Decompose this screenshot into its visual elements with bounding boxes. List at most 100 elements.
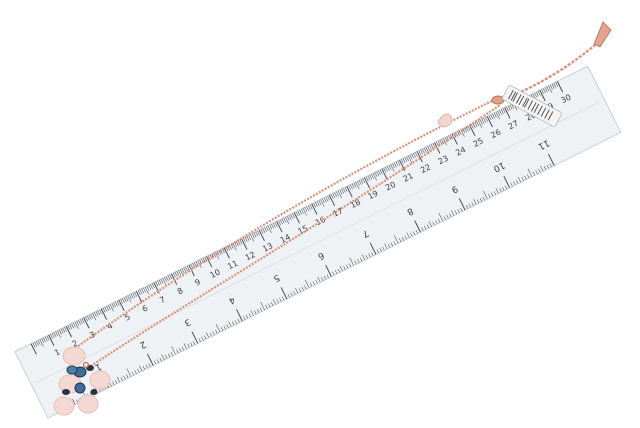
ruler-inch-tick	[147, 353, 154, 366]
ruler-cm-tick	[174, 271, 178, 277]
ruler-cm-tick	[260, 229, 264, 234]
ruler-cm-tick	[176, 271, 180, 276]
ruler-cm-tick	[169, 274, 173, 280]
ruler-cm-tick	[36, 341, 39, 346]
petal	[77, 394, 99, 414]
ruler-cm-label: 5	[123, 312, 132, 322]
ruler-inch-tick	[126, 374, 129, 379]
ruler-cm-tick	[481, 118, 485, 124]
ruler-inch-tick	[254, 310, 257, 315]
ruler-cm-tick	[164, 277, 167, 282]
ruler-inch-tick	[260, 301, 265, 311]
ruler-inch-tick	[361, 254, 366, 261]
ruler-inch-tick	[323, 275, 327, 280]
ruler-inch-tick	[414, 220, 421, 233]
ruler-inch-tick	[401, 236, 405, 241]
ruler-inch-tick	[549, 163, 552, 168]
ruler-inch-tick	[540, 165, 544, 172]
ruler-cm-tick	[267, 225, 272, 233]
ruler-cm-tick	[544, 87, 548, 93]
ruler-cm-tick	[43, 337, 46, 343]
ruler-inch-label: 1	[93, 361, 103, 373]
chain-strand-front	[87, 104, 501, 369]
ruler-inch-tick	[176, 349, 179, 354]
ruler-cm-tick	[244, 236, 248, 242]
ruler-inch-tick	[287, 293, 290, 298]
ruler-cm-tick	[423, 147, 427, 153]
ruler-cm-tick	[336, 191, 339, 197]
ruler-cm-label: 2	[71, 339, 80, 349]
ruler-inch-tick	[236, 309, 243, 322]
ruler-inch-tick	[223, 325, 226, 330]
ruler-cm-tick	[46, 335, 50, 341]
ruler-inch-tick	[276, 299, 279, 304]
ruler-inch-tick	[134, 370, 137, 374]
ruler-cm-tick	[497, 111, 501, 116]
ruler-cm-tick	[350, 184, 353, 190]
ruler-inch-tick	[145, 364, 148, 369]
ruler-cm-tick	[365, 176, 369, 182]
ruler-cm-tick	[269, 224, 273, 230]
ruler-cm-tick	[123, 297, 127, 302]
ruler-cm-tick	[295, 211, 299, 217]
ruler-cm-tick	[243, 237, 246, 243]
ruler-cm-tick	[41, 338, 45, 344]
ruler-cm-tick	[55, 331, 59, 337]
ruler-inch-tick	[538, 168, 541, 173]
ruler-cm-label: 25	[472, 136, 485, 149]
ruler-cm-tick	[185, 266, 188, 272]
ruler-cm-label: 6	[141, 304, 150, 314]
ruler-cm-tick	[302, 208, 307, 216]
ruler-cm-label: 14	[279, 232, 292, 245]
ruler-cm-tick	[415, 152, 418, 157]
ruler-cm-tick	[536, 91, 539, 97]
ruler-cm-tick	[199, 259, 202, 265]
ruler-inch-tick	[438, 212, 444, 222]
ruler-inch-label: 8	[405, 205, 415, 217]
ruler-inch-label: 6	[316, 249, 326, 261]
ruler-cm-tick	[141, 288, 145, 294]
extension-end-tag	[593, 21, 612, 48]
blue-gem	[74, 382, 86, 394]
ruler-inch-tick	[179, 347, 182, 352]
ruler-cm-tick	[358, 180, 362, 185]
ruler-inch-label: 3	[182, 316, 192, 328]
ruler-inch-tick	[159, 357, 162, 362]
ruler-inch-tick	[250, 310, 254, 316]
ruler-inch-tick	[304, 279, 310, 288]
ruler-inch-tick	[326, 274, 329, 279]
ruler-inch-tick	[337, 268, 341, 273]
ruler-inch-label: 5	[271, 272, 281, 284]
ruler-inch-tick	[399, 238, 402, 243]
ruler-cm-tick	[462, 128, 466, 134]
ruler-cm-tick	[108, 305, 111, 310]
ruler-cm-tick	[355, 181, 360, 190]
ruler-cm-tick	[323, 197, 327, 203]
ruler-cm-tick	[118, 299, 125, 311]
ruler-cm-tick	[465, 126, 469, 132]
ruler-inch-tick	[161, 354, 165, 361]
ruler-cm-tick	[393, 162, 397, 168]
ruler-cm-tick	[304, 207, 308, 212]
ruler-cm-tick	[344, 187, 348, 192]
ruler-cm-tick	[543, 88, 546, 93]
ruler-cm-tick	[469, 124, 476, 137]
ruler-inch-tick	[190, 342, 193, 347]
ruler-cm-tick	[299, 209, 302, 215]
ruler-cm-tick	[502, 108, 506, 114]
ruler-inch-tick	[181, 346, 185, 351]
ruler-inch-tick	[212, 331, 215, 336]
ruler-cm-tick	[430, 144, 434, 149]
ruler-cm-tick	[541, 89, 544, 94]
ruler-inch-tick	[547, 153, 555, 166]
ruler-cm-tick	[392, 163, 395, 169]
ruler-inch-tick	[458, 198, 466, 211]
ruler-inch-tick	[546, 164, 549, 169]
ruler-cm-tick	[402, 158, 406, 163]
ruler-inch-tick	[198, 338, 201, 343]
ruler-cm-label: 30	[559, 93, 572, 106]
ruler-cm-label: 1	[53, 347, 62, 357]
ruler-inch-tick	[443, 216, 446, 220]
lobster-clasp	[491, 95, 505, 105]
ruler-cm-tick	[346, 186, 353, 198]
